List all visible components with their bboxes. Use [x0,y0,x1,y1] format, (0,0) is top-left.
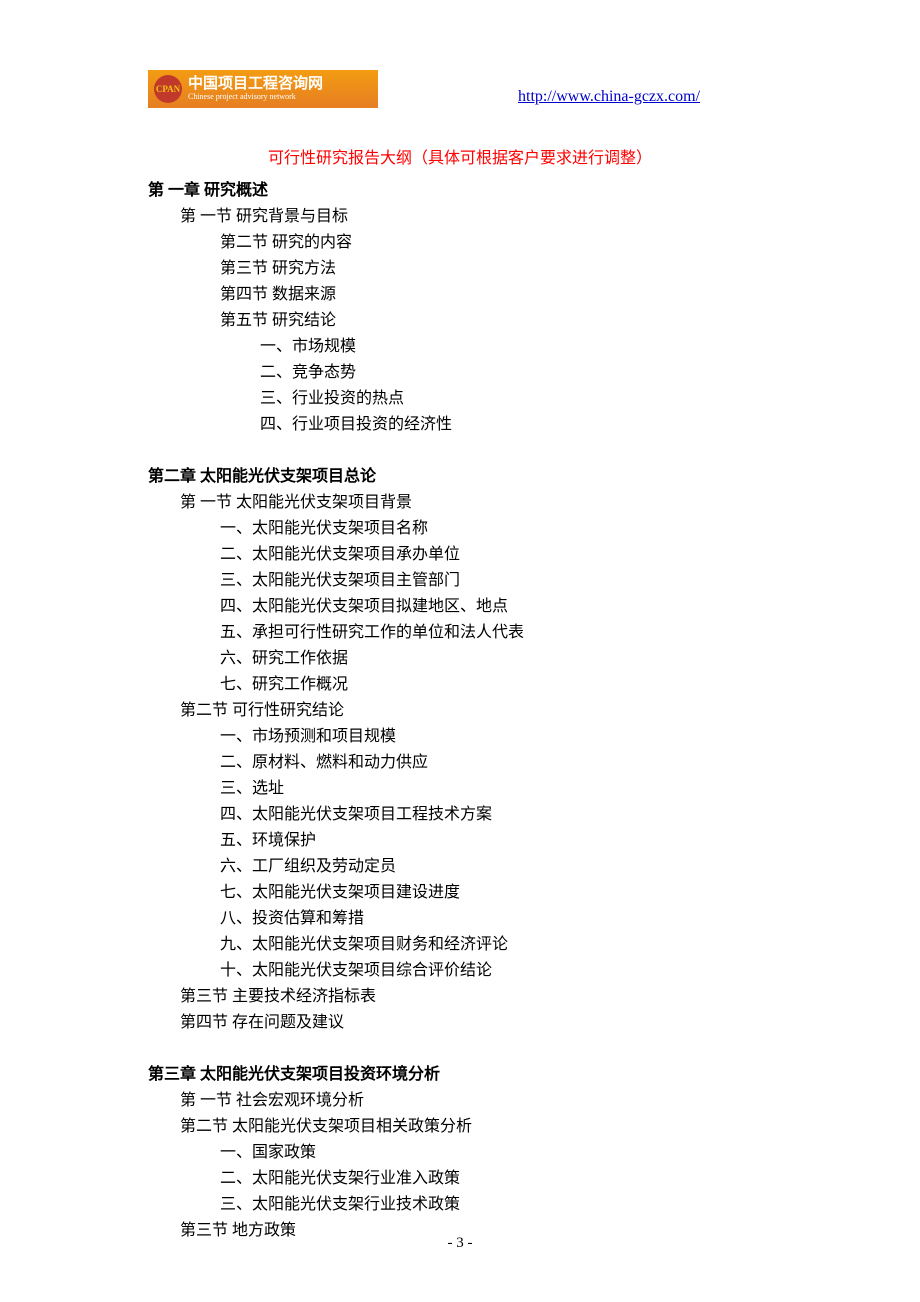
page-number: - 3 - [0,1235,920,1252]
list-item: 七、太阳能光伏支架项目建设进度 [148,880,772,906]
list-item: 四、行业项目投资的经济性 [148,412,772,438]
list-item: 六、研究工作依据 [148,646,772,672]
section-text: 第三节 研究方法 [148,256,772,282]
section-text: 第二节 可行性研究结论 [148,698,772,724]
spacer [148,438,772,464]
section-text: 第四节 数据来源 [148,282,772,308]
section-text: 第 一节 太阳能光伏支架项目背景 [148,490,772,516]
list-item: 二、太阳能光伏支架项目承办单位 [148,542,772,568]
list-item: 二、原材料、燃料和动力供应 [148,750,772,776]
list-item: 一、市场预测和项目规模 [148,724,772,750]
section-text: 第二节 太阳能光伏支架项目相关政策分析 [148,1114,772,1140]
section-text: 第 一节 研究背景与目标 [148,204,772,230]
list-item: 四、太阳能光伏支架项目工程技术方案 [148,802,772,828]
list-item: 十、太阳能光伏支架项目综合评价结论 [148,958,772,984]
list-item: 三、行业投资的热点 [148,386,772,412]
chapter-heading: 第二章 太阳能光伏支架项目总论 [148,464,772,490]
banner-text-group: 中国项目工程咨询网 Chinese project advisory netwo… [188,76,323,101]
outline-title: 可行性研究报告大纲（具体可根据客户要求进行调整） [148,144,772,168]
list-item: 四、太阳能光伏支架项目拟建地区、地点 [148,594,772,620]
list-item: 六、工厂组织及劳动定员 [148,854,772,880]
section-text: 第 一节 社会宏观环境分析 [148,1088,772,1114]
list-item: 九、太阳能光伏支架项目财务和经济评论 [148,932,772,958]
header-url-link[interactable]: http://www.china-gczx.com/ [518,88,700,106]
banner-title: 中国项目工程咨询网 [188,76,323,93]
header-banner: CPAN 中国项目工程咨询网 Chinese project advisory … [148,70,378,108]
list-item: 三、太阳能光伏支架行业技术政策 [148,1192,772,1218]
list-item: 二、竞争态势 [148,360,772,386]
list-item: 二、太阳能光伏支架行业准入政策 [148,1166,772,1192]
list-item: 八、投资估算和筹措 [148,906,772,932]
spacer [148,1036,772,1062]
section-text: 第三节 主要技术经济指标表 [148,984,772,1010]
chapter-heading: 第三章 太阳能光伏支架项目投资环境分析 [148,1062,772,1088]
list-item: 一、市场规模 [148,334,772,360]
banner-subtitle: Chinese project advisory network [188,93,323,102]
logo-text: CPAN [156,84,180,94]
list-item: 一、国家政策 [148,1140,772,1166]
list-item: 三、选址 [148,776,772,802]
section-text: 第五节 研究结论 [148,308,772,334]
list-item: 五、环境保护 [148,828,772,854]
list-item: 一、太阳能光伏支架项目名称 [148,516,772,542]
section-text: 第二节 研究的内容 [148,230,772,256]
document-content: 可行性研究报告大纲（具体可根据客户要求进行调整） 第 一章 研究概述 第 一节 … [148,144,772,1244]
list-item: 三、太阳能光伏支架项目主管部门 [148,568,772,594]
chapter-heading: 第 一章 研究概述 [148,178,772,204]
section-text: 第四节 存在问题及建议 [148,1010,772,1036]
banner-logo-icon: CPAN [154,75,182,103]
list-item: 五、承担可行性研究工作的单位和法人代表 [148,620,772,646]
list-item: 七、研究工作概况 [148,672,772,698]
